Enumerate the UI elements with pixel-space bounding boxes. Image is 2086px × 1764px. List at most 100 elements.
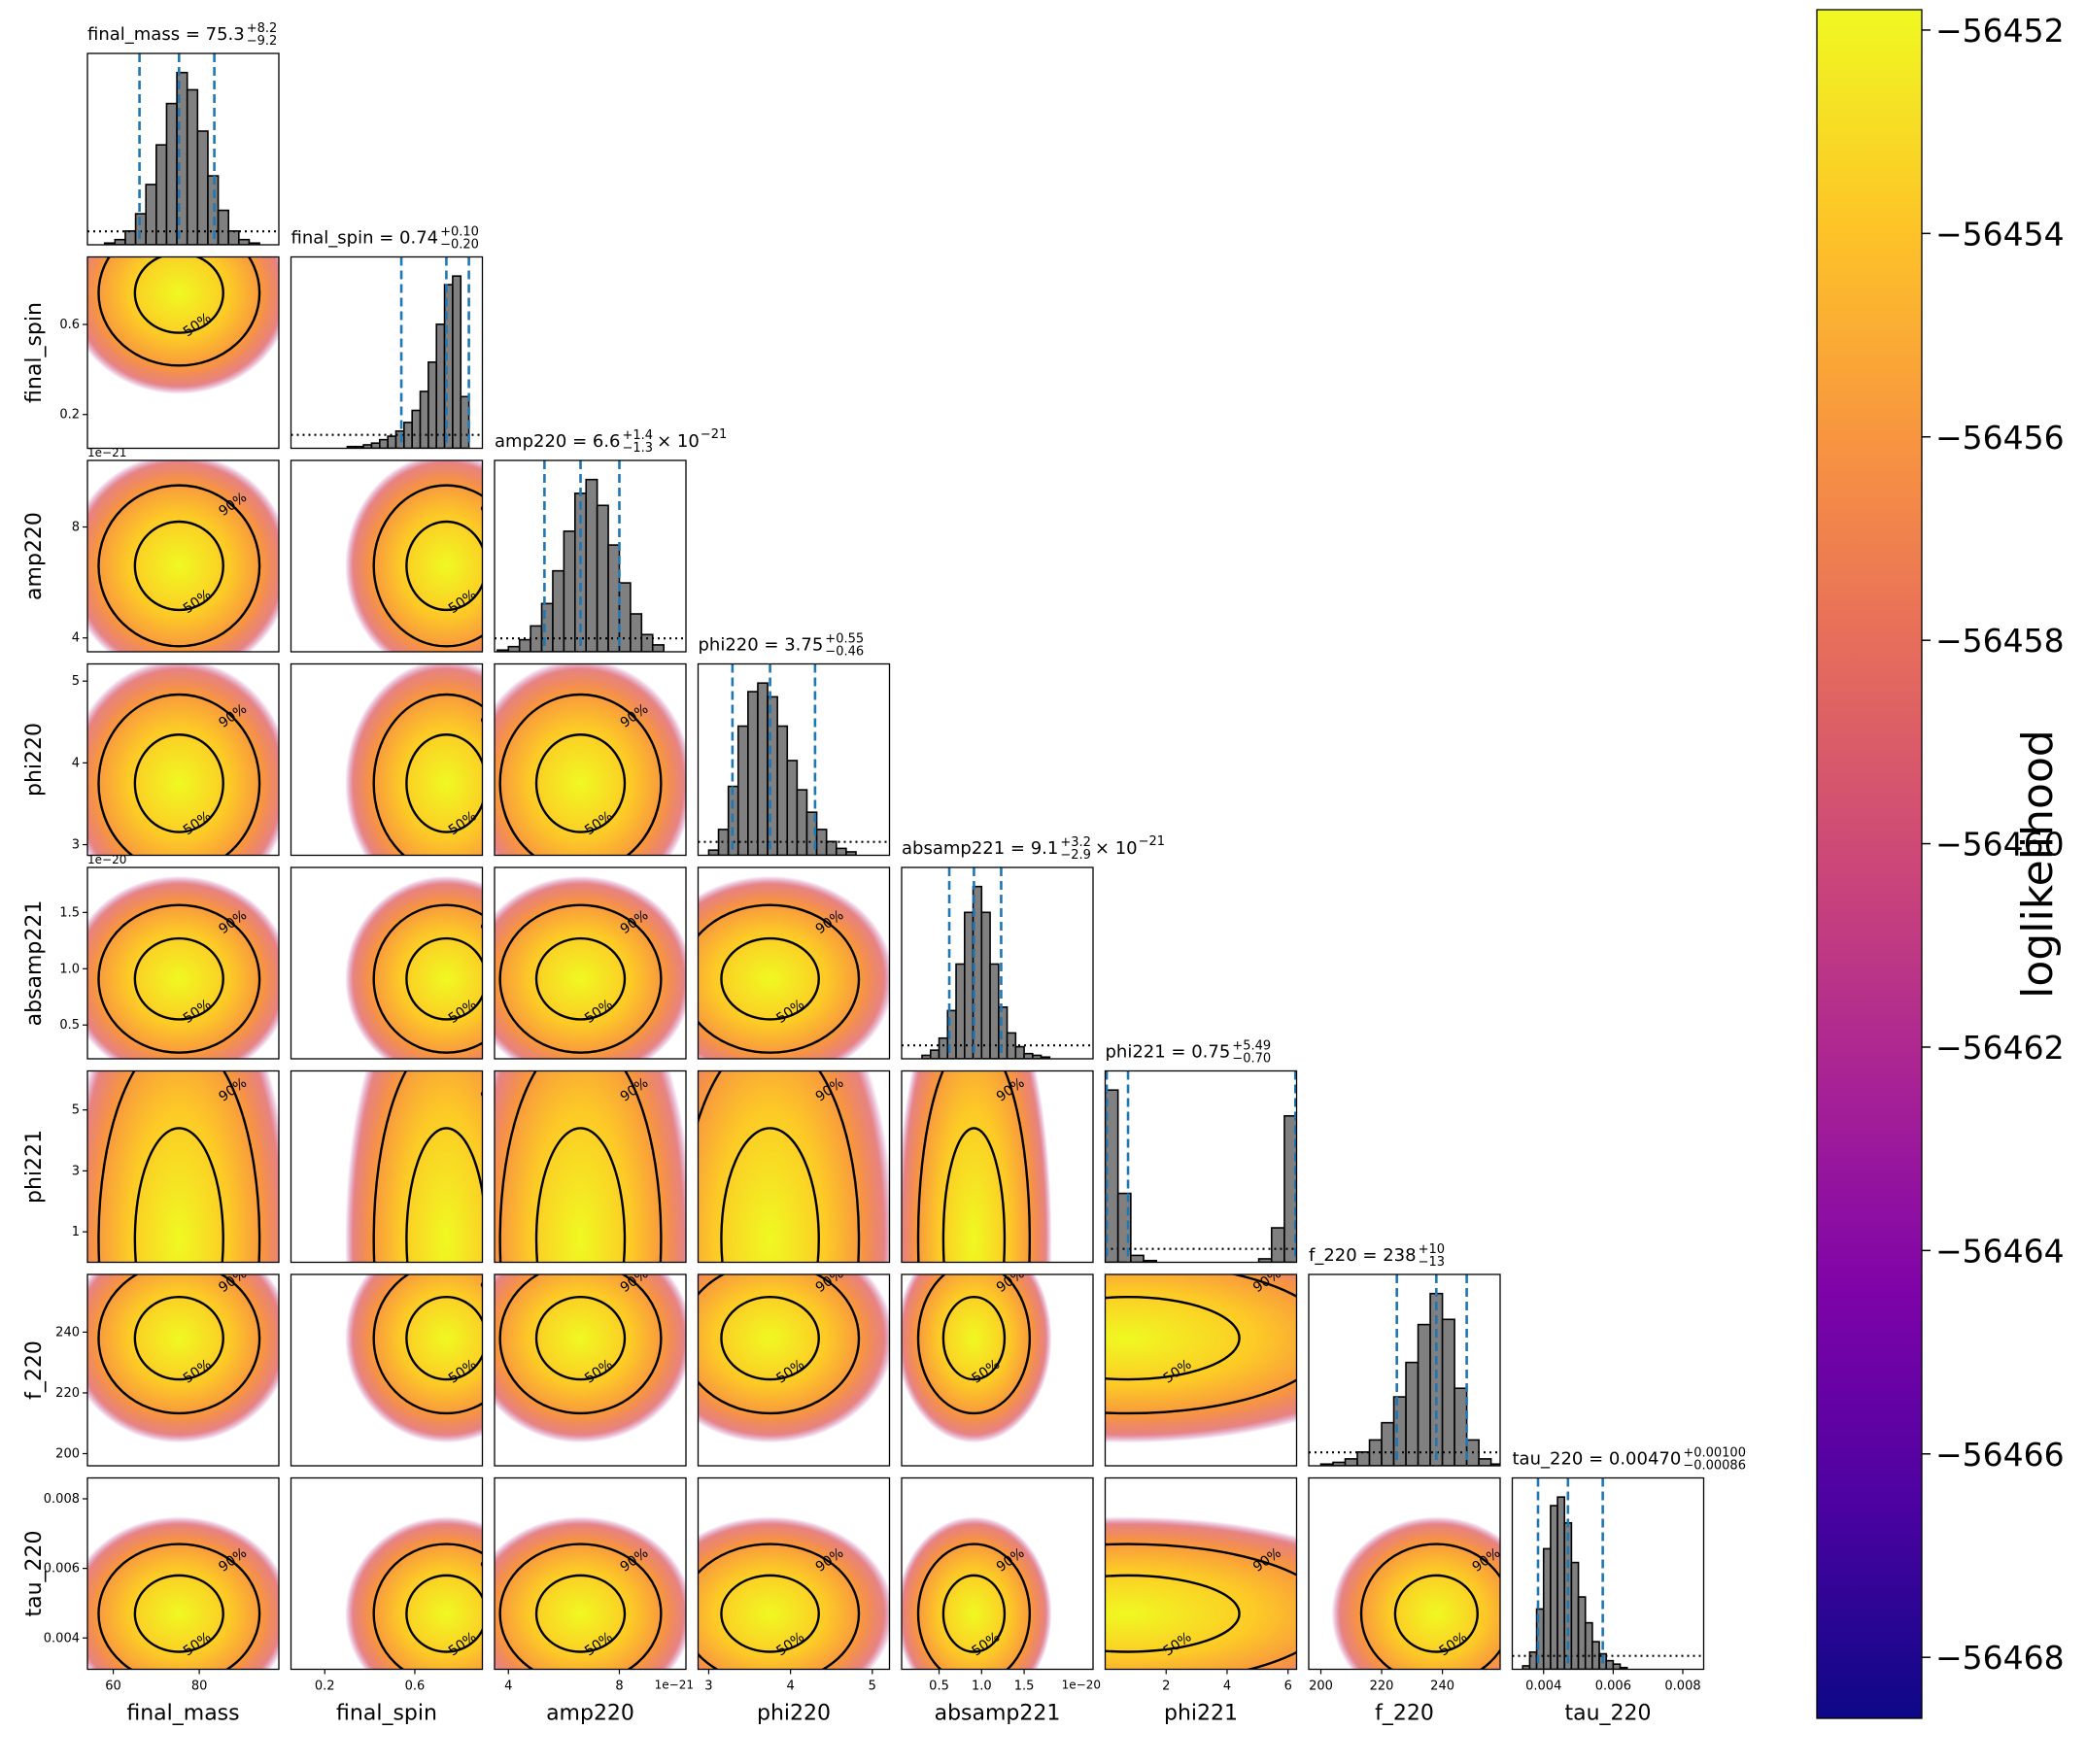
contour-50 — [405, 1127, 483, 1263]
sample-cloud — [495, 875, 686, 1059]
y-tick-label: 0.004 — [44, 1631, 80, 1645]
colorbar-tick-label: −56454 — [1935, 215, 2065, 253]
hist-bar — [1441, 1318, 1455, 1466]
contour-90 — [698, 1274, 861, 1415]
x-tick-label: 0.006 — [1595, 1679, 1631, 1694]
contour-50 — [1105, 1296, 1241, 1381]
title-lower: −2.9 — [1060, 848, 1091, 863]
contour-50 — [405, 1574, 483, 1653]
x-tick-label: 240 — [1430, 1679, 1454, 1694]
contour-label: 90% — [478, 1266, 512, 1296]
hist-bar — [552, 569, 565, 652]
x-axis-label: final_spin — [336, 1702, 437, 1726]
panel — [698, 663, 890, 856]
contour-90 — [97, 484, 261, 648]
title-suffix: × 10 — [657, 431, 700, 452]
x-axis-label: phi221 — [1164, 1702, 1238, 1726]
y-tick-label: 4 — [72, 631, 80, 646]
panel: 50%90% — [698, 875, 890, 1059]
x-tick-label: 200 — [1309, 1679, 1333, 1694]
title-upper: +1.4 — [623, 428, 654, 443]
panel — [495, 460, 686, 652]
sample-cloud — [345, 875, 483, 1059]
x-tick-label: 60 — [105, 1679, 121, 1694]
panel: 50%90% — [1105, 1274, 1297, 1443]
contour-label: 90% — [478, 490, 512, 520]
y-axis-label: absamp221 — [22, 900, 47, 1027]
y-axis-label: phi221 — [22, 1130, 47, 1204]
sample-cloud — [1105, 1274, 1297, 1443]
contour-label: 90% — [478, 1075, 512, 1105]
x-tick-label: 4 — [504, 1679, 512, 1694]
x-tick-label: 0.008 — [1664, 1679, 1700, 1694]
hist-bar — [1478, 1458, 1492, 1466]
contour-90 — [498, 903, 663, 1054]
contour-label: 90% — [478, 701, 512, 731]
panel-frame — [1308, 1273, 1501, 1467]
panel: 50%90% — [1105, 1516, 1297, 1670]
hist-bar — [707, 849, 720, 856]
hist-bar — [963, 911, 975, 1059]
title-suffix: × 10 — [1095, 838, 1138, 859]
title-lower: −13 — [1419, 1255, 1445, 1270]
contour-90 — [698, 903, 861, 1054]
panel-frame — [290, 255, 484, 450]
panel: 50%90% — [495, 663, 686, 856]
hist-bar — [1381, 1421, 1395, 1466]
hist-bar — [776, 725, 789, 856]
hist-bar — [998, 1006, 1009, 1059]
panel-frame — [1104, 1069, 1298, 1264]
y-tick-label: 5 — [72, 1103, 80, 1118]
panel: 50%90% — [345, 875, 483, 1059]
hist-bar — [452, 275, 462, 449]
hist-bar — [394, 429, 405, 449]
contour-50 — [720, 1296, 820, 1381]
hist-bar — [1577, 1596, 1587, 1670]
y-tick-label: 1.5 — [59, 905, 80, 920]
contour-50 — [133, 936, 224, 1021]
panel: 50%90% — [698, 1070, 890, 1263]
panel-title: phi221 = 0.75 — [1106, 1042, 1231, 1063]
panel-frame — [86, 459, 280, 653]
sample-cloud — [495, 663, 686, 856]
contour-50 — [941, 1127, 1007, 1263]
hist-bar — [134, 213, 148, 245]
y-tick-label: 1.0 — [59, 962, 80, 976]
hist-bar — [929, 1049, 940, 1059]
colorbar-tick-label: −56464 — [1935, 1232, 2065, 1270]
y-axis-label: phi220 — [22, 723, 47, 797]
contour-90 — [372, 693, 483, 856]
hist-bar — [717, 829, 730, 856]
hist-bar — [1023, 1052, 1034, 1059]
panel: 50%90% — [345, 1266, 512, 1443]
panel-frame — [901, 1273, 1094, 1467]
sample-cloud — [902, 1516, 1052, 1670]
contour-50 — [133, 520, 224, 612]
panel: 50%90% — [345, 1070, 512, 1263]
hist-bar — [411, 409, 422, 449]
contour-90 — [916, 1274, 1032, 1415]
panel-title: absamp221 = 9.1 — [902, 838, 1058, 859]
panel — [902, 867, 1093, 1059]
y-tick-label: 3 — [72, 838, 80, 853]
panel-frame — [86, 255, 280, 450]
y-offset: 1e−21 — [87, 446, 126, 459]
hist-bar — [1605, 1659, 1615, 1670]
title-upper: +3.2 — [1060, 835, 1091, 850]
panel: 50%90% — [902, 1070, 1052, 1263]
title-upper: +0.00100 — [1683, 1446, 1746, 1461]
hist-bar — [248, 242, 260, 245]
panel — [1105, 1070, 1297, 1263]
hist-bar — [825, 840, 838, 856]
panel — [1309, 1274, 1500, 1466]
contour-50 — [1393, 1574, 1479, 1653]
panel-frame — [290, 1273, 484, 1467]
hist-bar — [165, 102, 178, 245]
hist-bar — [186, 88, 199, 245]
panel-frame — [290, 1069, 484, 1264]
contour-90 — [372, 484, 483, 648]
panel-frame — [494, 1273, 687, 1467]
contour-90 — [498, 1070, 663, 1263]
panel: 50%90% — [495, 1274, 686, 1443]
panel: 50%90% — [87, 1274, 279, 1443]
